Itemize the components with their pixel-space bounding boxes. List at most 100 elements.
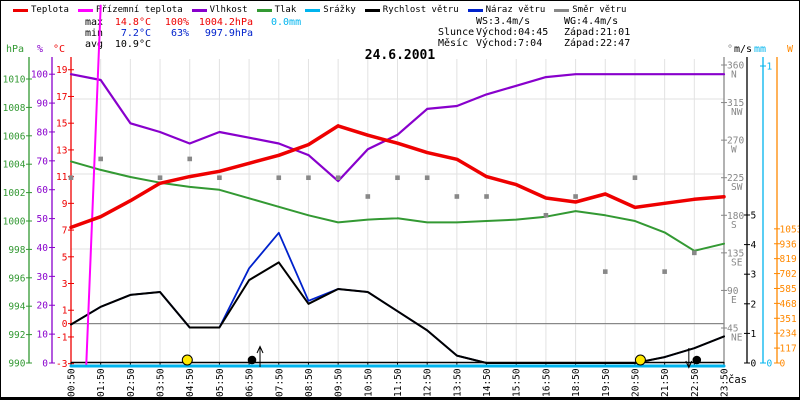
x-tick-label: 00:50 [67,368,78,397]
tick-label: 1053 [780,224,800,235]
stat-value: 0.0mm [271,17,302,28]
wind-direction-point [543,212,549,218]
x-tick-label: 15:50 [512,368,523,397]
tick-label: 0 [780,359,786,370]
chart-legend: Teplota Přízemní teplota Vlhkost Tlak Srážky… [13,5,626,15]
tick-label: 80 [37,127,49,138]
stat-value: 7.2°C [120,28,151,39]
x-tick-label: 04:50 [185,368,196,397]
wind-direction-point [187,156,193,162]
x-tick-label: 12:50 [423,368,434,397]
legend-item-rychlost-vetru: Rychlost větru [364,5,459,15]
x-tick-label: 01:50 [96,368,107,397]
info-value: Východ:7:04 [476,38,543,49]
legend-label: Směr větru [572,5,627,15]
sun-moon-row-Slunce: Slunce Východ:04:45 Západ:21:01 [438,27,630,38]
wind-direction-point [692,250,697,256]
tick-label: 30 [37,272,49,283]
stat-value: 14.8°C [114,17,151,28]
tick-label: -1 [56,332,68,343]
wind-direction-point [217,175,222,181]
wind-direction-point [306,175,311,181]
tick-label: 100 [31,70,48,81]
tick-label: 996 [8,273,25,284]
tick-label: 225 [727,173,744,184]
tick-label: 5 [751,211,757,222]
tick-label: 585 [780,284,797,295]
x-tick-label: 20:50 [631,368,642,397]
tick-label: 998 [8,245,25,256]
info-value: WS:3.4m/s [476,16,531,27]
tick-label: 20 [37,301,49,312]
tick-label: 11 [56,172,68,183]
legend-item-prizemni-teplota: Přízemní teplota [77,5,183,15]
axis-title-rain: mm [754,44,766,55]
wind-direction-point [602,269,608,274]
series-swatch-smer-vetru [554,8,570,12]
tick-label: 0 [751,359,757,370]
wind-direction-point [68,175,74,181]
axis-pres: hPa 1010 1008 1006 1004 1002 1000 998 996 994 992 9… [3,44,32,370]
series-smer-vetru [68,156,697,274]
tick-label: 1 [62,306,68,317]
legend-item-naraz-vetru: Náraz větru [467,5,545,15]
tick-label: 1004 [3,160,26,171]
legend-label: Srážky [323,5,356,15]
axis-title-pres: hPa [6,44,24,55]
stats-row-label: max [85,17,104,28]
gridlines [71,59,725,363]
tick-letter: SE [731,257,743,268]
sun-moon-row-Měsíc: Měsíc Východ:7:04 Západ:22:47 [438,38,630,49]
tick-label: 3 [62,279,68,290]
tick-label: 17 [56,92,67,103]
x-tick-label: 06:50 [245,368,256,397]
tick-label: -3 [56,359,67,370]
tick-label: 45 [727,323,738,334]
tick-label: 1 [767,62,773,73]
moon-icon [692,355,702,365]
tick-letter: S [731,220,737,231]
series-swatch-prizemni-teplota [77,8,93,12]
x-tick-label: 18:50 [571,368,582,397]
tick-label: 90 [727,286,739,297]
tick-label: 70 [37,156,49,167]
tick-letter: NE [731,332,743,343]
tick-label: 702 [780,269,797,280]
wind-direction-point [335,175,341,181]
stats-row-min: min 7.2°C 63% 997.9hPa [85,28,271,39]
axis-rad: W 1053 936 819 702 585 468 351 234 117 0 [774,44,799,370]
wind-direction-point [276,175,282,181]
tick-label: 994 [8,302,25,313]
tick-label: 1008 [3,103,26,114]
legend-item-tlak: Tlak [256,5,296,15]
legend-label: Teplota [31,5,69,15]
stats-row-max: max 14.8°C 100% 1004.2hPa 0.0mm [85,17,301,28]
axis-temp: °C 19 17 15 13 11 9 7 5 3 1 0 -1 -3 [53,44,74,370]
info-value: Měsíc [438,38,469,49]
x-tick-label: 11:50 [393,368,404,397]
stat-value: 997.9hPa [204,28,253,39]
series-swatch-naraz-vetru [467,8,483,12]
tick-label: 360 [727,61,744,72]
tick-label: 992 [8,330,25,341]
legend-label: Přízemní teplota [95,5,183,15]
info-value: Západ:21:01 [564,27,631,38]
x-tick-label: 22:50 [690,368,701,397]
tick-label: 2 [751,299,757,310]
tick-label: 1000 [3,217,26,228]
x-tick-label: 19:50 [601,368,612,397]
wind-direction-point [573,194,578,199]
tick-label: 0 [62,319,68,330]
wind-direction-point [424,175,430,181]
x-tick-label: 08:50 [304,368,315,397]
info-value: Slunce [438,27,475,38]
legend-label: Rychlost větru [382,5,459,15]
series-swatch-teplota [13,8,28,12]
tick-label: 351 [780,314,797,325]
stat-value: 1004.2hPa [198,17,253,28]
axis-title-rad: W [787,44,794,55]
info-value: Východ:04:45 [476,27,549,38]
marker-mesic-vychod [247,345,264,367]
marker-slunce-zapad [634,354,646,366]
tick-label: 5 [62,252,68,263]
